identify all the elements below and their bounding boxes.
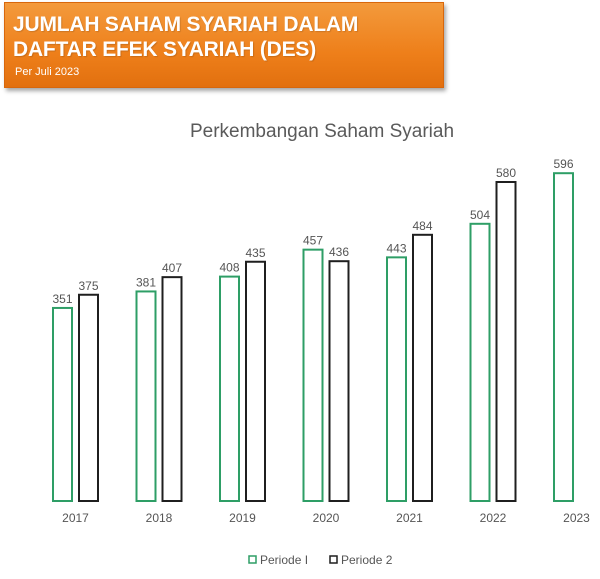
bar-2-2020	[328, 260, 350, 503]
bar-2-2017	[78, 293, 99, 502]
value-label-1-2017: 351	[52, 292, 72, 306]
header-title: JUMLAH SAHAM SYARIAH DALAM DAFTAR EFEK S…	[13, 13, 359, 61]
bar-2-2021	[412, 233, 433, 503]
x-tick-label-2020: 2020	[313, 511, 340, 525]
value-label-1-2018: 381	[136, 275, 156, 289]
x-tick-label-2019: 2019	[229, 511, 256, 525]
value-label-2-2020: 436	[329, 245, 349, 259]
bar-1-2017	[52, 306, 73, 503]
value-label-2-2019: 435	[245, 246, 265, 260]
bar-2-2018	[161, 276, 183, 502]
legend: Periode I Periode 2	[248, 553, 393, 567]
legend-label-1: Periode I	[260, 553, 308, 567]
bars-group: 351 375 2017 381 407 2018 408 435 2019 457 436 2020…	[52, 157, 590, 525]
value-label-1-2019: 408	[219, 261, 239, 275]
x-tick-label-2022: 2022	[480, 511, 507, 525]
bar-1-2019	[219, 275, 240, 502]
x-tick-label-2021: 2021	[396, 511, 423, 525]
bar-1-2021	[386, 256, 407, 502]
x-tick-label-2017: 2017	[62, 511, 89, 525]
bar-2-2022	[495, 181, 517, 502]
legend-marker-1	[248, 555, 257, 564]
value-label-2-2018: 407	[162, 261, 182, 275]
bar-2-2019	[245, 260, 266, 502]
bar-1-2022	[469, 222, 491, 503]
chart-title: Perkembangan Saham Syariah	[190, 121, 454, 142]
value-label-1-2022: 504	[470, 208, 490, 222]
value-label-1-2023: 596	[553, 157, 573, 171]
bar-1-2020	[302, 248, 324, 502]
x-tick-label-2018: 2018	[146, 511, 173, 525]
header-subtitle: Per Juli 2023	[15, 66, 80, 78]
legend-marker-2	[329, 555, 338, 564]
x-tick-label-2023: 2023	[563, 511, 590, 525]
value-label-1-2020: 457	[303, 234, 323, 248]
header-banner: JUMLAH SAHAM SYARIAH DALAM DAFTAR EFEK S…	[4, 2, 444, 88]
value-label-2-2022: 580	[496, 166, 516, 180]
value-label-2-2021: 484	[412, 219, 432, 233]
bar-1-2023	[553, 172, 574, 502]
legend-label-2: Periode 2	[341, 553, 393, 567]
value-label-1-2021: 443	[386, 241, 406, 255]
bar-1-2018	[135, 290, 157, 503]
value-label-2-2017: 375	[78, 279, 98, 293]
